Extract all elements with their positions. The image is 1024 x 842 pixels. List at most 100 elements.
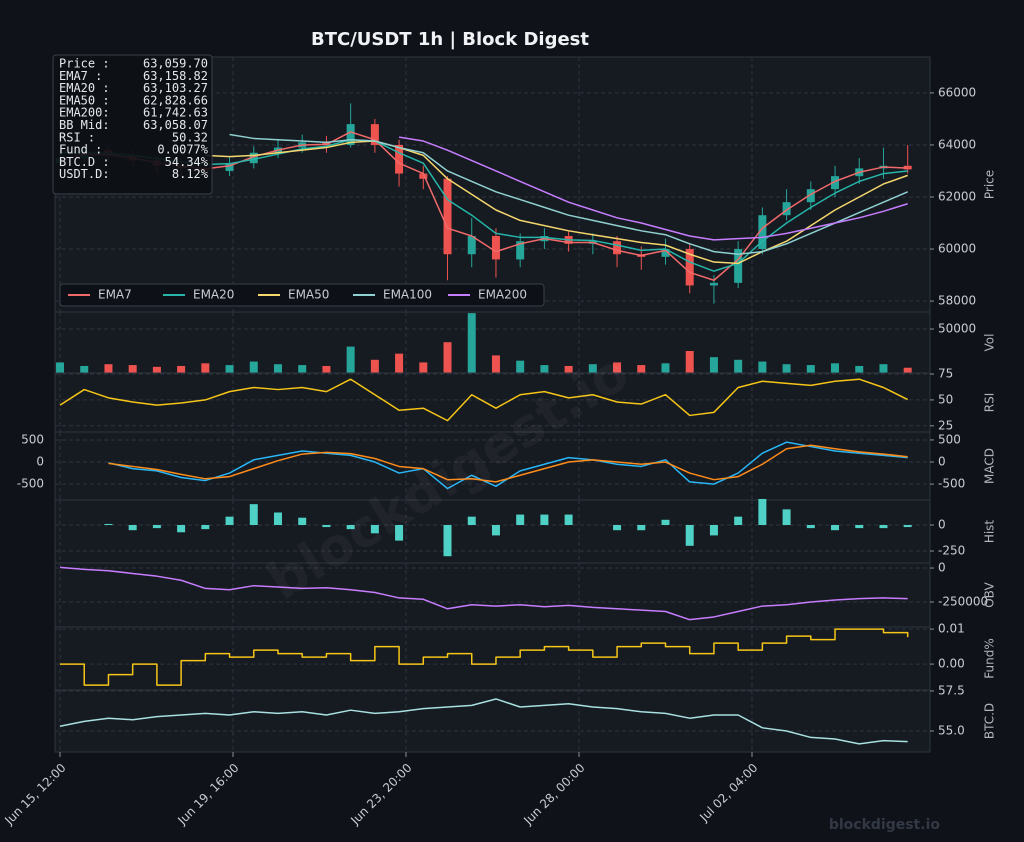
bar [322, 524, 331, 528]
info-label: Price : [59, 57, 110, 71]
bar [443, 524, 452, 557]
legend-label: EMA50 [288, 288, 329, 302]
ema-line [398, 136, 908, 241]
y-tick-label: 50 [938, 392, 953, 406]
y-tick-label: 57.5 [938, 683, 965, 697]
info-label: BB Mid: [59, 118, 110, 132]
y-tick-label: 60000 [938, 242, 976, 256]
candle-body [395, 144, 404, 174]
candle-body [806, 189, 815, 203]
plot-area [54, 311, 931, 374]
footer-watermark: blockdigest.io [829, 817, 941, 833]
y-tick-label-left: 0 [36, 455, 44, 469]
bar [685, 350, 694, 373]
info-value: 54.34% [165, 155, 209, 169]
bar [443, 342, 452, 373]
y-tick-label: 58000 [938, 294, 976, 308]
ema-line [229, 133, 908, 255]
info-label: BTC.D : [59, 155, 110, 169]
info-label: RSI : [59, 130, 95, 144]
info-value: 62,828.66 [143, 93, 208, 107]
bar [734, 516, 743, 525]
bar [467, 313, 476, 373]
candle-body [685, 249, 694, 286]
panel: 55.0 57.5 BTC.D [54, 683, 997, 753]
info-label: Fund : [59, 143, 102, 157]
bar [491, 524, 500, 536]
bar [395, 353, 404, 373]
bar [491, 355, 500, 373]
y-axis-label: BTC.D [983, 703, 997, 739]
panel: 0.00 0.01 Fund% [54, 622, 997, 691]
legend-label: EMA100 [383, 288, 432, 302]
candle-body [758, 215, 767, 250]
y-tick-label: 62000 [938, 189, 976, 203]
bar [564, 514, 573, 525]
bar [516, 514, 525, 525]
candle-body [419, 173, 428, 179]
candle-body [249, 152, 258, 164]
y-axis-label: Hist [983, 520, 997, 544]
bar [516, 360, 525, 373]
plot-area [54, 626, 931, 691]
y-tick-label: -250000 [938, 594, 988, 608]
bar [637, 524, 646, 531]
y-tick-label: -250 [938, 544, 965, 558]
bar [152, 524, 161, 529]
bar [128, 365, 137, 373]
candle-body [734, 249, 743, 283]
info-value: 50.32 [172, 130, 208, 144]
y-tick-label: 0.01 [938, 622, 965, 636]
panel: 25 50 75 RSI [54, 367, 997, 433]
bar [540, 365, 549, 373]
bar [903, 367, 912, 373]
y-axis-label: Vol [983, 334, 997, 352]
y-tick-label: 0 [938, 517, 946, 531]
bar [903, 524, 912, 528]
y-tick-label: 500 [938, 432, 961, 446]
y-tick-label: 0.00 [938, 657, 965, 671]
candle-body [831, 176, 840, 190]
bar [709, 524, 718, 536]
bar [806, 524, 815, 529]
legend: EMA7 EMA20 EMA50 EMA100 EMA200 [59, 283, 545, 307]
bar [734, 359, 743, 373]
bar [201, 524, 210, 530]
bar [249, 361, 258, 373]
bar [201, 363, 210, 373]
candle-body [346, 124, 355, 145]
bar [56, 362, 65, 373]
bar [225, 365, 234, 373]
y-tick-label-left: -500 [17, 477, 44, 491]
bar [806, 365, 815, 373]
info-value: 61,742.63 [143, 106, 208, 120]
bar [540, 514, 549, 525]
bar [685, 524, 694, 546]
bar [104, 523, 113, 525]
y-axis-label: RSI [983, 393, 997, 413]
bar [467, 516, 476, 525]
panel: 50000 Vol [54, 311, 997, 374]
bar [80, 365, 89, 373]
bar [128, 524, 137, 531]
series-line [108, 444, 908, 483]
info-label: EMA50 : [59, 93, 110, 107]
bar [661, 363, 670, 373]
info-label: EMA20 : [59, 81, 110, 95]
bar [298, 365, 307, 373]
info-label: EMA7 : [59, 69, 102, 83]
legend-frame [59, 283, 545, 307]
bar [855, 524, 864, 529]
info-value: 63,158.82 [143, 69, 208, 83]
y-tick-label: 55.0 [938, 724, 965, 738]
bar [346, 524, 355, 530]
bar [370, 359, 379, 373]
bar [613, 524, 622, 531]
bar [298, 517, 307, 525]
candle-body [782, 202, 791, 216]
bar [613, 362, 622, 373]
bar [177, 524, 186, 533]
info-label: EMA200: [59, 106, 110, 120]
series-line [59, 566, 908, 621]
y-tick-label: -500 [938, 477, 965, 491]
